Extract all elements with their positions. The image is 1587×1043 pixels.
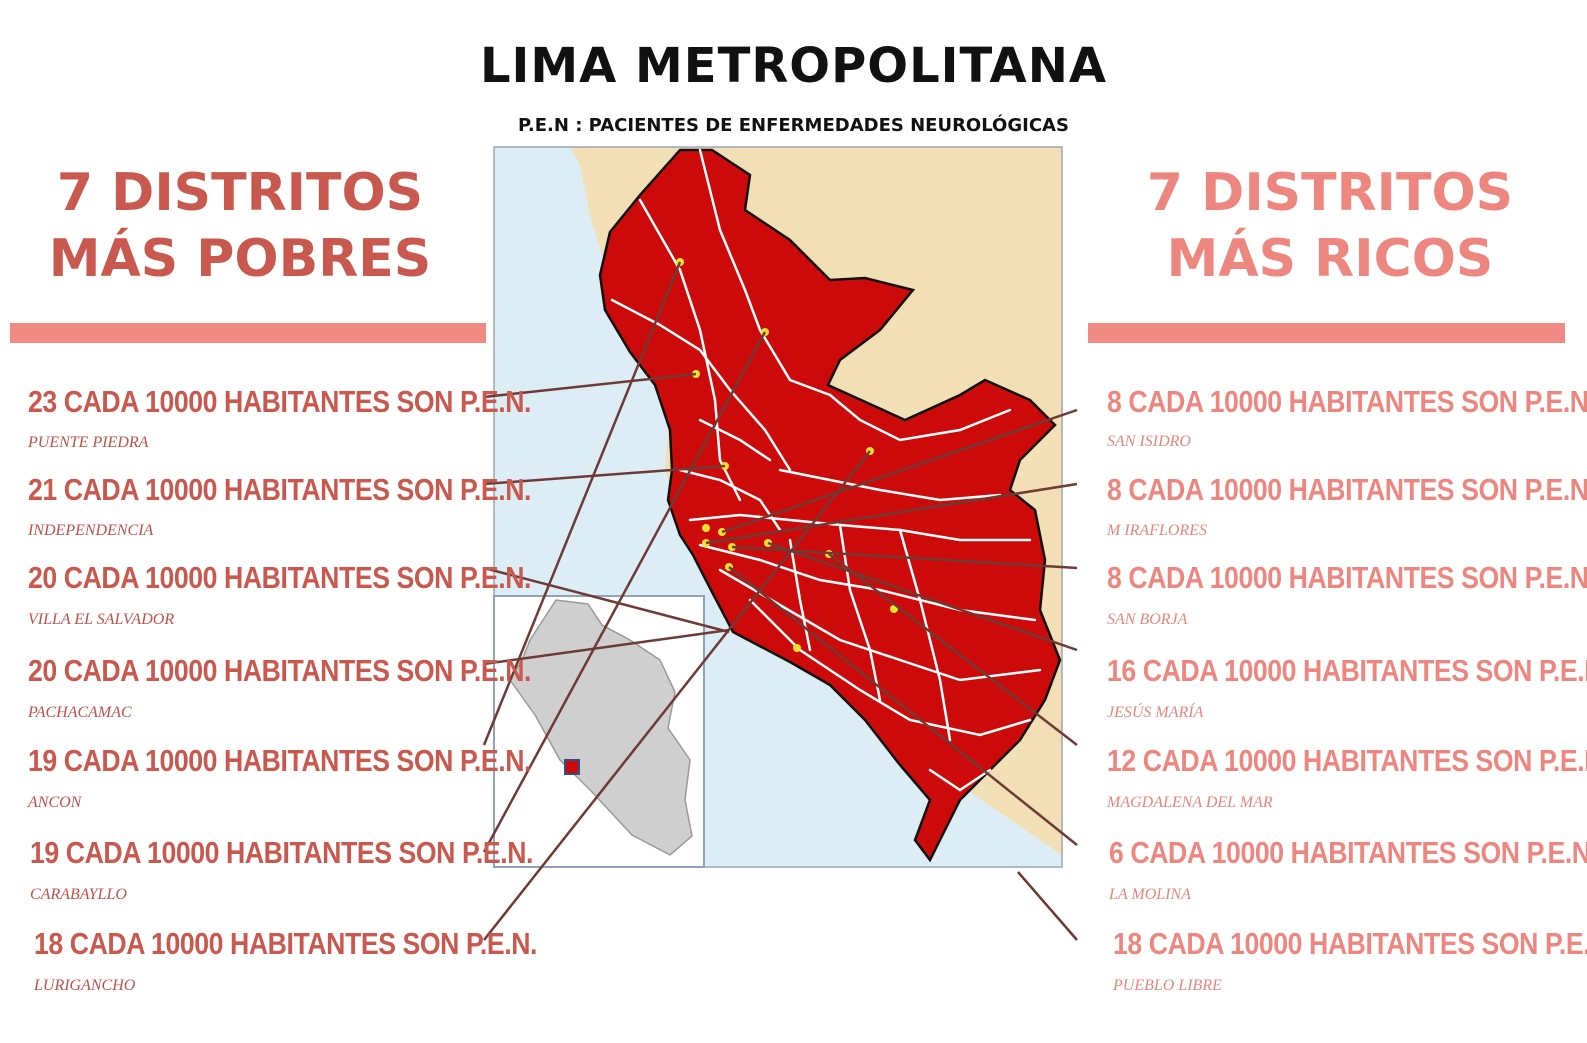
connector-lines <box>482 261 1078 941</box>
richest-district-5: MAGDALENA DEL MAR <box>1107 794 1273 811</box>
page-title: LIMA METROPOLITANA <box>479 38 1108 94</box>
poorest-stat-6: 19 CADA 10000 HABITANTES SON P.E.N. <box>30 835 534 870</box>
poorest-stat-1: 23 CADA 10000 HABITANTES SON P.E.N. <box>28 384 532 419</box>
connector-line <box>721 408 1078 534</box>
richest-district-1: SAN ISIDRO <box>1107 433 1191 450</box>
poorest-district-3: VILLA EL SALVADOR <box>28 611 175 628</box>
poorest-stat-3: 20 CADA 10000 HABITANTES SON P.E.N. <box>28 560 532 595</box>
poorest-district-5: ANCON <box>28 794 82 811</box>
richest-stat-1: 8 CADA 10000 HABITANTES SON P.E.N. <box>1107 384 1587 419</box>
richest-stat-5: 12 CADA 10000 HABITANTES SON P.E.N. <box>1107 743 1587 778</box>
richest-divider-bar <box>1088 323 1565 343</box>
poorest-district-2: INDEPENDENCIA <box>28 522 154 539</box>
connector-line <box>483 372 697 399</box>
connector-line <box>767 541 1078 652</box>
connector-line <box>828 553 1078 746</box>
poorest-stat-5: 19 CADA 10000 HABITANTES SON P.E.N. <box>28 743 532 778</box>
poorest-stat-7: 18 CADA 10000 HABITANTES SON P.E.N. <box>34 926 538 961</box>
district-marker <box>702 524 710 532</box>
poorest-heading: 7 DISTRITOS MÁS POBRES <box>0 160 480 292</box>
poorest-district-7: LURIGANCHO <box>34 977 136 994</box>
poorest-district-1: PUENTE PIEDRA <box>28 434 149 451</box>
lima-districts-shape <box>598 148 1062 863</box>
connector-line <box>483 450 871 941</box>
poorest-stat-2: 21 CADA 10000 HABITANTES SON P.E.N. <box>28 472 532 507</box>
richest-stat-4: 16 CADA 10000 HABITANTES SON P.E.N. <box>1107 653 1587 688</box>
richest-district-2: M IRAFLORES <box>1107 522 1207 539</box>
richest-stat-7: 18 CADA 10000 HABITANTES SON P.E.N. <box>1113 926 1587 961</box>
district-borders <box>610 148 1042 792</box>
richest-district-4: JESÚS MARÍA <box>1107 704 1204 721</box>
richest-district-6: LA MOLINA <box>1109 886 1191 903</box>
connector-line <box>728 566 1078 846</box>
peru-inset-map <box>493 595 705 868</box>
connector-line <box>483 628 730 666</box>
richest-stat-6: 6 CADA 10000 HABITANTES SON P.E.N. <box>1109 835 1587 870</box>
lima-region <box>598 148 1062 863</box>
poorest-stat-4: 20 CADA 10000 HABITANTES SON P.E.N. <box>28 653 532 688</box>
poorest-heading-line2: MÁS POBRES <box>48 229 432 289</box>
poorest-divider-bar <box>10 323 486 343</box>
richest-heading-line2: MÁS RICOS <box>1166 229 1494 289</box>
richest-heading: 7 DISTRITOS MÁS RICOS <box>1090 160 1570 292</box>
poorest-district-6: CARABAYLLO <box>30 886 127 903</box>
page-subtitle: P.E.N : PACIENTES DE ENFERMEDADES NEUROL… <box>518 115 1069 136</box>
connector-line <box>705 482 1078 545</box>
connector-line <box>483 566 730 634</box>
richest-heading-line1: 7 DISTRITOS <box>1146 163 1514 223</box>
connector-line <box>1017 871 1078 941</box>
connector-line <box>483 464 726 486</box>
richest-stat-2: 8 CADA 10000 HABITANTES SON P.E.N. <box>1107 472 1587 507</box>
poorest-district-4: PACHACAMAC <box>28 704 132 721</box>
district-marker <box>793 644 801 652</box>
richest-district-7: PUEBLO LIBRE <box>1113 977 1222 994</box>
lima-location-marker <box>564 759 580 775</box>
peru-outline <box>509 599 693 856</box>
connector-line <box>482 261 682 746</box>
richest-stat-3: 8 CADA 10000 HABITANTES SON P.E.N. <box>1107 560 1587 595</box>
richest-district-3: SAN BORJA <box>1107 611 1188 628</box>
poorest-heading-line1: 7 DISTRITOS <box>56 163 424 223</box>
connector-line <box>482 331 767 853</box>
